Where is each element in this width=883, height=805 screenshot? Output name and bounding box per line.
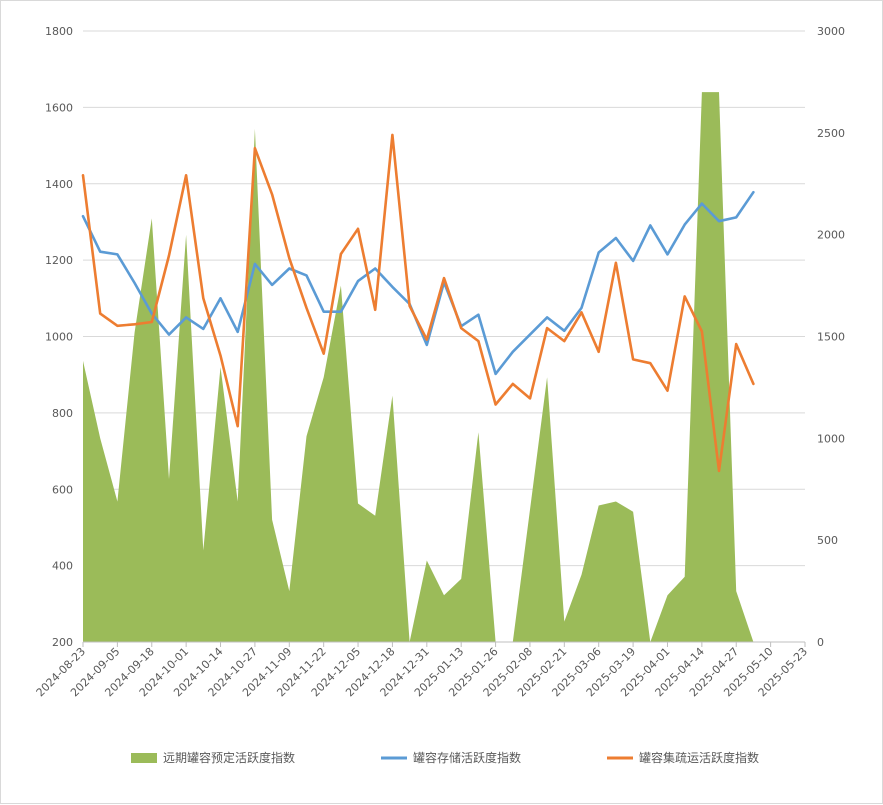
y-left-tick-1200: 1200: [45, 254, 73, 267]
legend-item-area[interactable]: 远期罐容预定活跃度指数: [131, 750, 295, 765]
legend-label-area: 远期罐容预定活跃度指数: [163, 750, 295, 765]
line-series-layer: [81, 133, 755, 473]
y-left-tick-600: 600: [52, 483, 73, 496]
legend-label-storage: 罐容存储活跃度指数: [413, 750, 521, 765]
y-left-tick-1000: 1000: [45, 331, 73, 344]
legend: 远期罐容预定活跃度指数 罐容存储活跃度指数 罐容集疏运活跃度指数: [131, 750, 759, 765]
legend-item-storage[interactable]: 罐容存储活跃度指数: [381, 750, 521, 765]
legend-item-transport[interactable]: 罐容集疏运活跃度指数: [607, 750, 759, 765]
legend-swatch-area: [131, 753, 157, 763]
y-left-tick-200: 200: [52, 636, 73, 649]
gridlines: [83, 30, 805, 567]
legend-label-transport: 罐容集疏运活跃度指数: [639, 750, 759, 765]
y-left-tick-1600: 1600: [45, 101, 73, 114]
y-right-tick-2000: 2000: [817, 229, 845, 242]
area-series-layer: [83, 92, 805, 643]
y-left-tick-400: 400: [52, 560, 73, 573]
y-left-tick-1400: 1400: [45, 178, 73, 191]
y-right-tick-0: 0: [817, 636, 824, 649]
line-series-2: [81, 133, 755, 473]
y-right-tick-3000: 3000: [817, 25, 845, 38]
y-left-tick-800: 800: [52, 407, 73, 420]
area-series-forward-booking: [83, 92, 805, 643]
axes: [82, 641, 806, 647]
y-right-tick-1000: 1000: [817, 432, 845, 445]
y-right-tick-500: 500: [817, 534, 838, 547]
y-right-tick-1500: 1500: [817, 331, 845, 344]
y-left-tick-1800: 1800: [45, 25, 73, 38]
y-right-tick-2500: 2500: [817, 127, 845, 140]
